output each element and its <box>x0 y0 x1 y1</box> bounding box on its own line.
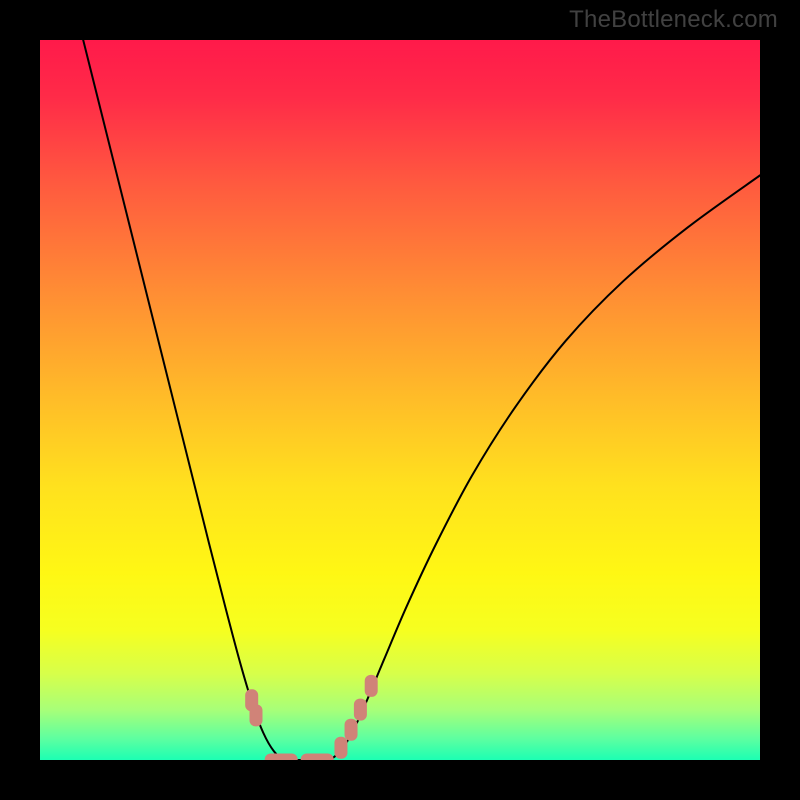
curve-marker <box>250 704 263 726</box>
curve-marker <box>365 675 378 697</box>
plot-svg <box>40 40 760 760</box>
curve-marker <box>354 699 367 721</box>
curve-marker <box>301 754 334 761</box>
curve-marker <box>334 737 347 759</box>
bottleneck-plot <box>40 40 760 760</box>
gradient-background <box>40 40 760 760</box>
curve-marker <box>345 719 358 741</box>
curve-marker <box>265 754 298 761</box>
watermark-text: TheBottleneck.com <box>569 6 778 34</box>
